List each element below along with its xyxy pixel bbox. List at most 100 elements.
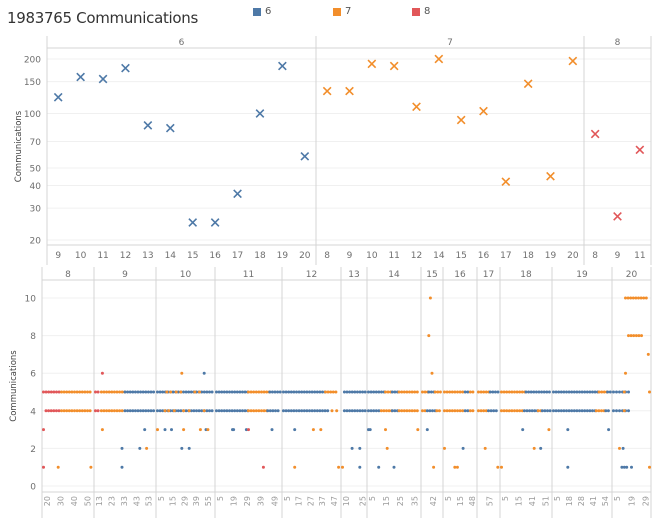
x-tick-label: 53 [145, 496, 154, 506]
data-point-dot [96, 409, 100, 413]
data-point-dot [235, 390, 239, 394]
data-point-dot [197, 409, 201, 413]
data-point-dot [493, 390, 497, 394]
data-point-x-marker[interactable] [121, 63, 130, 73]
data-point-dot [57, 390, 61, 394]
data-point-x-marker[interactable] [568, 56, 578, 66]
panel-header-15: 15 [426, 270, 437, 280]
x-tick-label: 25 [396, 496, 405, 506]
x-tick-label: 57 [486, 496, 495, 506]
data-point-dot [184, 390, 188, 394]
data-point-dot [455, 465, 459, 469]
data-point-dot [195, 409, 198, 413]
data-point-dot [583, 409, 587, 413]
data-point-dot [305, 390, 309, 394]
data-point-dot [567, 390, 571, 394]
data-point-dot [67, 409, 71, 413]
data-point-dot [156, 409, 159, 413]
data-point-dot [302, 390, 306, 394]
data-point-dot [529, 390, 533, 394]
data-point-dot [580, 409, 584, 413]
data-point-x-marker[interactable] [456, 115, 466, 125]
x-tick-label: 19 [277, 251, 289, 261]
data-point-dot [471, 409, 475, 413]
data-point-dot [302, 409, 306, 413]
data-point-x-marker[interactable] [635, 145, 645, 155]
data-point-x-marker[interactable] [412, 102, 421, 112]
data-point-x-marker[interactable] [278, 61, 287, 71]
x-tick-label: 8 [324, 251, 330, 261]
data-point-dot [335, 409, 339, 413]
data-point-dot [60, 390, 63, 394]
data-point-dot [348, 409, 352, 413]
data-point-x-marker[interactable] [53, 92, 63, 102]
data-point-x-marker[interactable] [188, 218, 198, 227]
data-point-dot [143, 428, 147, 432]
data-point-dot [274, 409, 277, 413]
data-point-dot [368, 428, 372, 432]
data-point-dot [525, 409, 529, 413]
data-point-x-marker[interactable] [546, 171, 555, 181]
data-point-dot [126, 390, 130, 394]
data-point-dot [102, 390, 106, 394]
data-point-dot [210, 390, 214, 394]
data-point-x-marker[interactable] [590, 129, 600, 139]
data-point-dot [94, 390, 97, 394]
data-point-x-marker[interactable] [76, 72, 85, 82]
data-point-x-marker[interactable] [434, 54, 444, 64]
data-point-dot [432, 465, 436, 469]
data-point-x-marker[interactable] [389, 61, 399, 71]
x-tick-label: 16 [478, 251, 490, 261]
data-point-x-marker[interactable] [165, 123, 175, 133]
data-point-x-marker[interactable] [345, 86, 354, 96]
data-point-dot [612, 390, 615, 394]
data-point-dot [99, 390, 103, 394]
data-point-dot [435, 409, 439, 413]
data-point-x-marker[interactable] [255, 109, 265, 118]
data-point-dot [604, 409, 608, 413]
x-tick-label: 10 [342, 496, 351, 506]
data-point-dot [361, 390, 365, 394]
data-point-dot [374, 409, 378, 413]
x-tick-label: 15 [187, 251, 198, 261]
data-point-dot [580, 390, 584, 394]
data-point-dot [445, 409, 449, 413]
data-point-dot [54, 409, 58, 413]
data-point-dot [369, 390, 373, 394]
data-point-dot [123, 390, 127, 394]
panel-header-10: 10 [180, 270, 192, 280]
data-point-dot [385, 446, 389, 450]
data-point-dot [559, 390, 563, 394]
data-point-dot [453, 409, 457, 413]
data-point-dot [627, 409, 630, 413]
data-point-x-marker[interactable] [143, 120, 153, 130]
data-point-dot [284, 409, 288, 413]
data-point-x-marker[interactable] [523, 79, 533, 89]
data-point-dot [487, 409, 490, 413]
data-point-x-marker[interactable] [98, 74, 108, 84]
data-point-dot [110, 409, 114, 413]
data-point-x-marker[interactable] [613, 212, 622, 221]
legend-item-6[interactable]: 6 [253, 6, 271, 17]
data-point-x-marker[interactable] [210, 218, 220, 227]
data-point-x-marker[interactable] [367, 59, 377, 69]
data-point-dot [453, 465, 457, 469]
data-point-dot [174, 390, 178, 394]
data-point-dot [505, 390, 509, 394]
data-point-dot [65, 409, 69, 413]
legend-item-7[interactable]: 7 [333, 6, 351, 17]
data-point-x-marker[interactable] [233, 189, 242, 199]
data-point-x-marker[interactable] [322, 86, 332, 96]
data-point-dot [313, 390, 317, 394]
data-point-x-marker[interactable] [300, 151, 310, 161]
data-point-x-marker[interactable] [479, 106, 488, 116]
y-tick-label: 150 [24, 78, 41, 88]
legend-item-8[interactable]: 8 [412, 6, 430, 17]
data-point-dot [413, 409, 417, 413]
data-point-dot [443, 409, 446, 413]
data-point-dot [200, 409, 204, 413]
data-point-dot [522, 409, 526, 413]
data-point-dot [52, 390, 56, 394]
x-tick-label: 20 [567, 251, 579, 261]
data-point-x-marker[interactable] [501, 177, 511, 187]
